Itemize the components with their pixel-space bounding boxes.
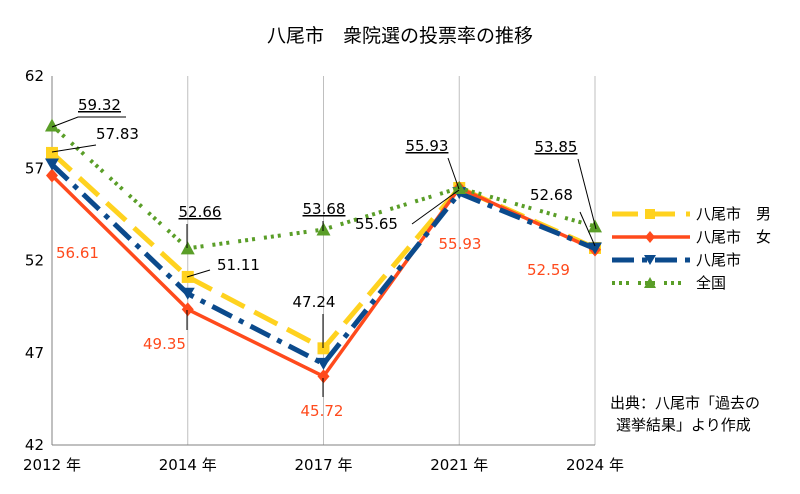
series-point [588, 242, 602, 255]
axes [51, 76, 595, 446]
series-point [452, 180, 467, 194]
data-label: 49.35 [143, 335, 186, 353]
legend-marker [645, 231, 655, 243]
series-line [50, 162, 596, 367]
legend-marker [644, 277, 656, 288]
data-label: 55.65 [355, 215, 398, 233]
data-label: 52.66 [179, 203, 222, 221]
x-tick-label: 2017 年 [295, 456, 353, 474]
data-label: 52.59 [527, 261, 570, 279]
source-note-line2: 選挙結果」より作成 [616, 416, 751, 434]
y-tick-label: 52 [25, 252, 44, 270]
data-label: 53.68 [303, 200, 346, 218]
chart-title: 八尾市 衆院選の投票率の推移 [267, 25, 533, 47]
annotation-leader [51, 144, 97, 153]
legend-label: 全国 [696, 274, 726, 292]
data-labels: 59.32 57.83 56.61 52.66 51.11 49.35 53.68 47.24… [56, 96, 577, 420]
x-tick-label: 2012 年 [23, 456, 81, 474]
annotation-leader [447, 157, 460, 190]
series-point [180, 241, 195, 255]
series-point [316, 357, 331, 370]
data-label: 47.24 [293, 293, 336, 311]
y-tick-label: 62 [25, 67, 44, 85]
series-point [317, 342, 330, 355]
data-label: 55.93 [439, 235, 482, 253]
legend-marker [644, 255, 656, 265]
annotation-leader [186, 269, 211, 278]
annotation-leader [51, 116, 126, 128]
y-tick-label: 57 [25, 159, 44, 177]
y-tick-labels: 42 47 52 57 62 [25, 67, 44, 454]
annotation-leader [579, 211, 596, 247]
data-label: 59.32 [78, 96, 121, 114]
series-point [46, 146, 58, 159]
annotation-leader [577, 158, 597, 230]
x-tick-label: 2024 年 [566, 456, 624, 474]
series-point [180, 287, 195, 300]
y-tick-label: 42 [25, 436, 44, 454]
legend-label: 八尾市 男 [696, 205, 771, 223]
data-label: 45.72 [301, 402, 344, 420]
x-tick-label: 2014 年 [159, 456, 217, 474]
series-point [181, 302, 194, 317]
series-point [46, 168, 58, 183]
annotation-leaders [51, 116, 597, 397]
y-tick-label: 47 [25, 344, 44, 362]
data-label: 52.68 [530, 186, 573, 204]
series-point [317, 369, 330, 384]
legend-label: 八尾市 [696, 251, 741, 269]
x-tick-labels: 2012 年 2014 年 2017 年 2021 年 2024 年 [23, 456, 624, 474]
legend-label: 八尾市 女 [696, 228, 771, 246]
data-label: 51.11 [217, 256, 260, 274]
annotation-leader [411, 189, 460, 225]
legend-marker [645, 209, 655, 219]
series-point [45, 158, 59, 171]
data-label: 55.93 [406, 137, 449, 155]
source-note-line1: 出典：八尾市「過去の [610, 394, 760, 412]
series-point [45, 118, 59, 132]
x-tick-label: 2021 年 [430, 456, 488, 474]
data-label: 56.61 [56, 244, 99, 262]
data-label: 57.83 [96, 125, 139, 143]
data-label: 53.85 [535, 138, 578, 156]
